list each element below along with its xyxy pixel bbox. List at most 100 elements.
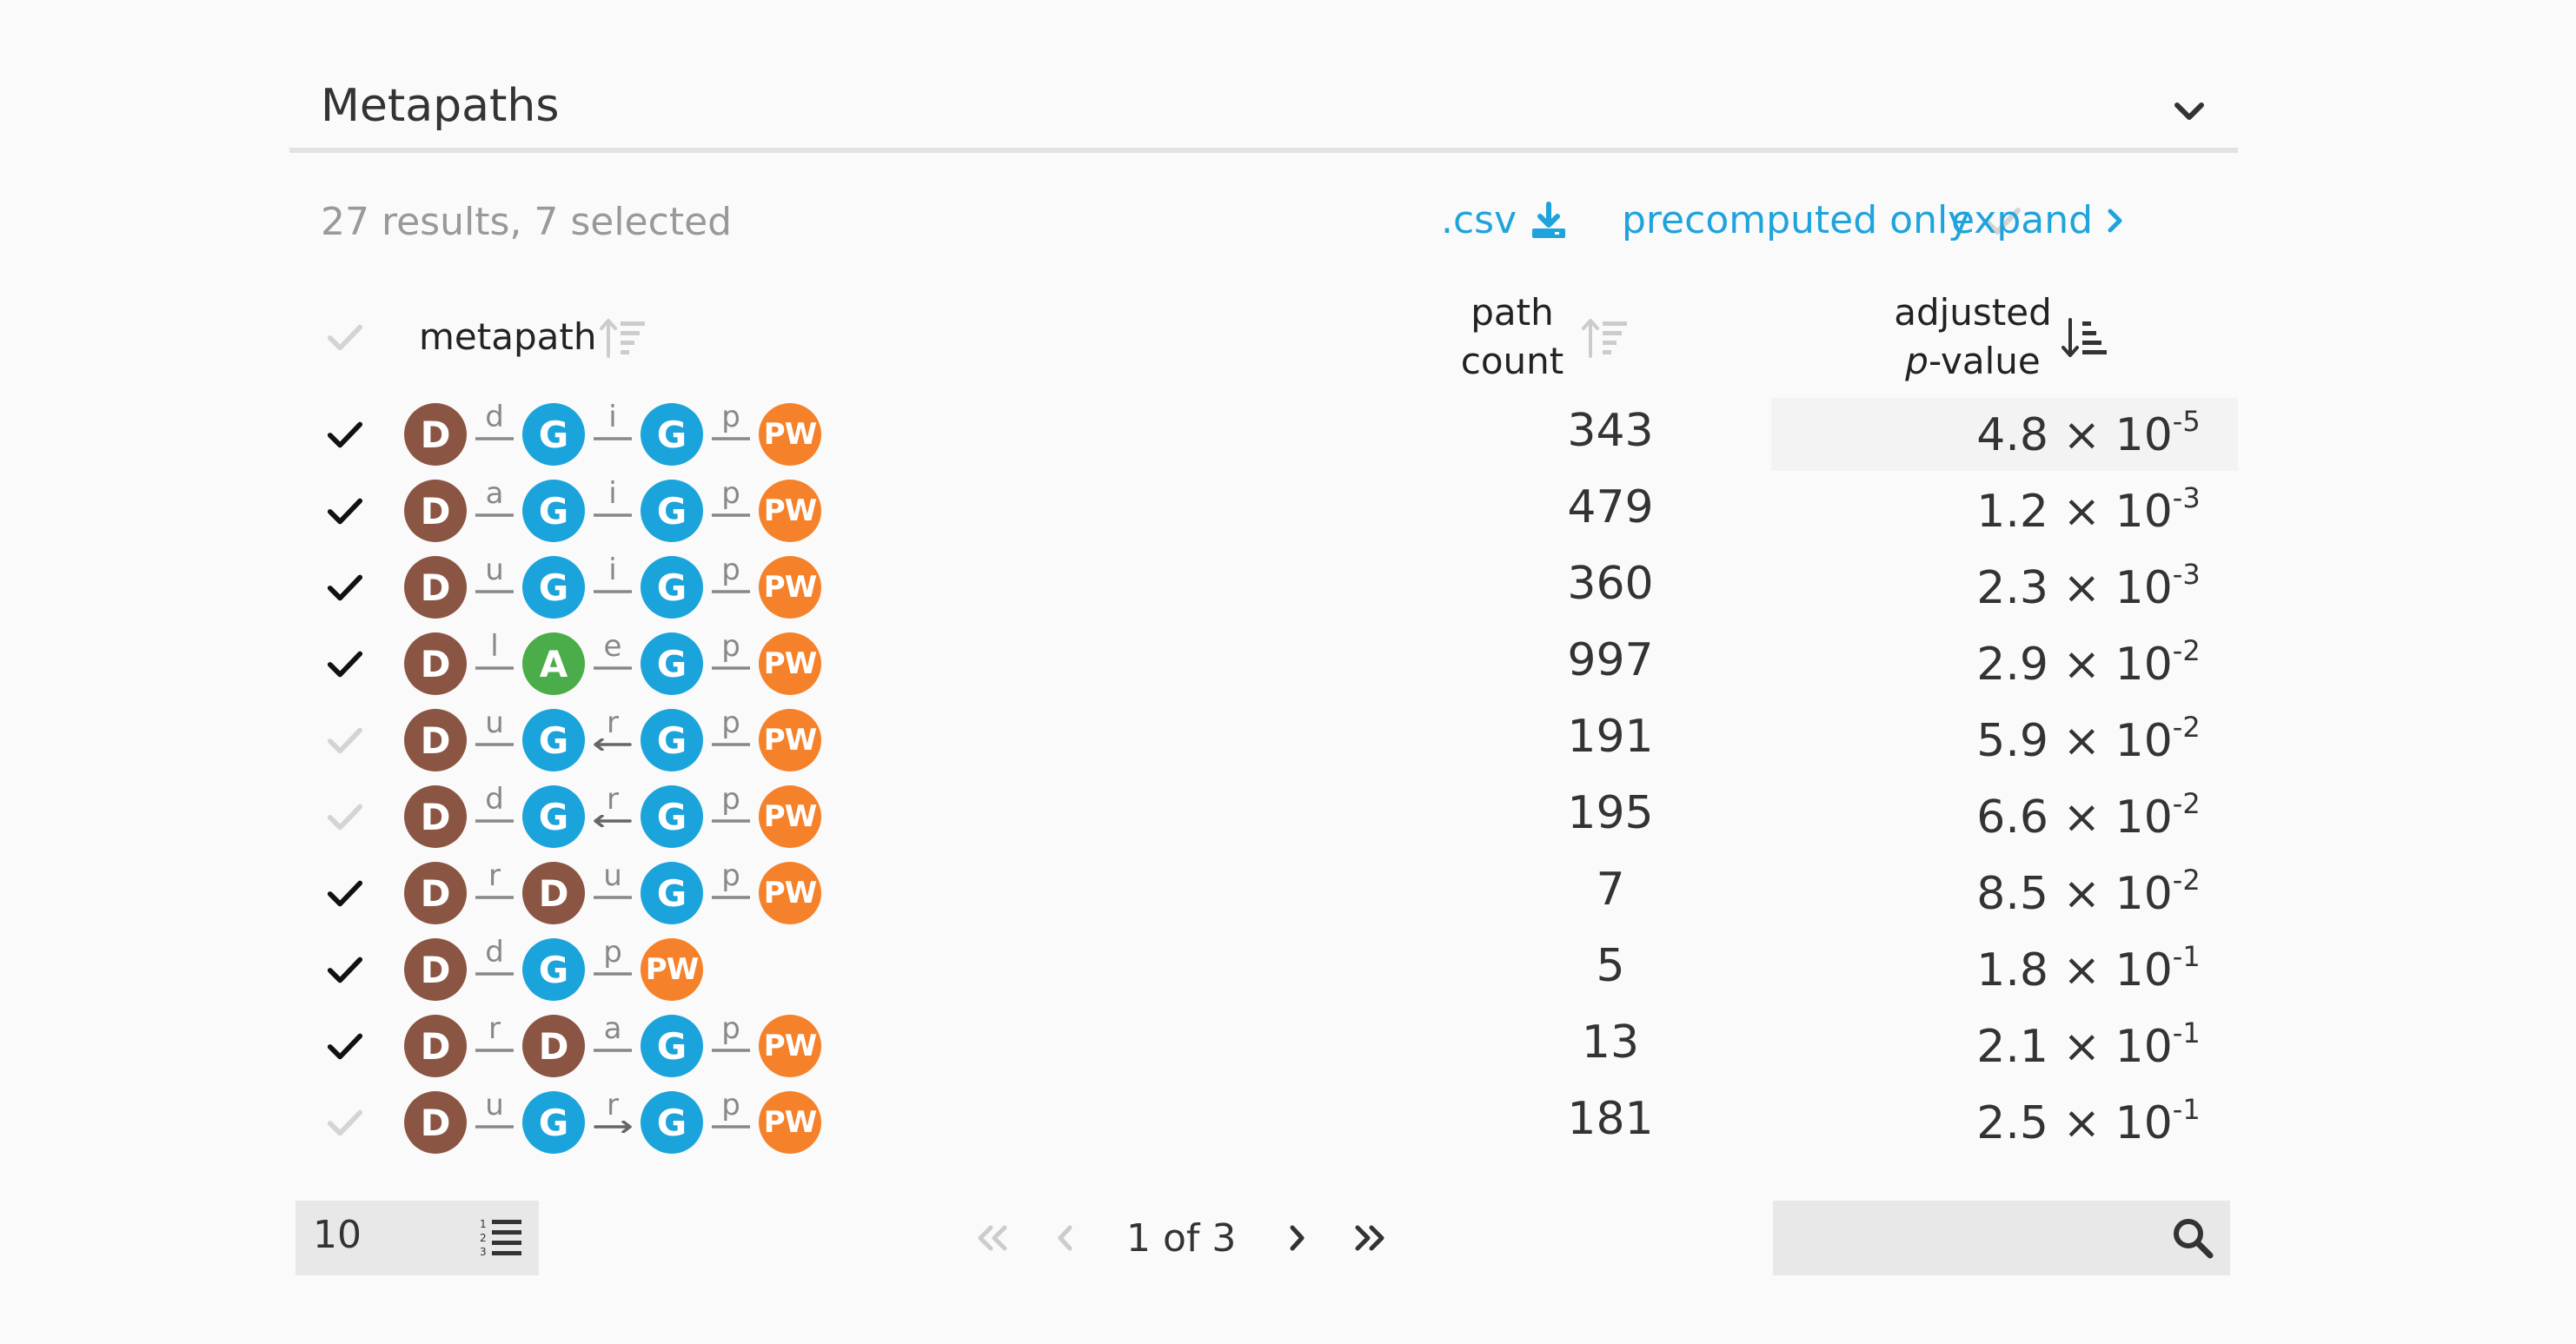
edge-line [475,590,514,593]
pagination: 1 of 3 [956,1208,1406,1268]
metanode-g: G [641,1015,703,1077]
metaedge: p [703,858,759,924]
row-select-check-icon[interactable] [326,570,364,605]
expand-label: expand [1951,198,2094,242]
arrow-left-icon [594,815,632,827]
column-header-metapath[interactable]: metapath [419,315,597,358]
column-header-path-count[interactable]: path count [1443,288,1582,386]
metaedge-label: d [485,400,504,434]
metaedge: d [467,400,522,466]
page-indicator: 1 of 3 [1126,1215,1237,1261]
row-highlight [1771,398,2238,471]
sort-icon[interactable] [1582,316,1630,360]
metanode-d: D [404,709,467,771]
csv-label: .csv [1441,198,1517,242]
row-select-check-icon[interactable] [326,493,364,528]
check-icon [1984,207,2022,235]
section-header[interactable]: Metapaths [289,70,2238,153]
metaedge-label: a [603,1011,622,1046]
toolbar: 27 results, 7 selected .csv precomputed … [289,193,2238,255]
path-count: 13 [1581,1016,1640,1069]
row-select-check-icon[interactable] [326,417,364,452]
double-chevron-left-icon [978,1225,1007,1251]
metanode-g: G [522,556,585,619]
sort-icon[interactable] [600,316,648,360]
row-select-check-icon[interactable] [326,1105,364,1140]
metanode-d: D [404,1091,467,1154]
metanode-g: G [641,403,703,466]
first-page-button[interactable] [956,1208,1029,1268]
edge-line [712,513,750,517]
row-select-check-icon[interactable] [326,723,364,758]
metaedge: p [703,1088,759,1154]
metaedge-label: p [721,1088,740,1122]
metaedge-label: p [603,935,622,970]
row-select-check-icon[interactable] [326,646,364,681]
next-page-button[interactable] [1260,1208,1333,1268]
chevron-down-icon[interactable] [2168,90,2210,132]
chevron-left-icon [1058,1225,1072,1251]
adjusted-pvalue: 2.5 × 10-1 [1889,1093,2288,1149]
numbered-list-icon: 1 2 3 [480,1218,521,1258]
column-header-adjusted-pvalue[interactable]: adjusted p-value [1869,288,2077,386]
metaedge-label: r [607,782,619,817]
path-count: 7 [1596,864,1625,916]
metaedge-label: p [721,629,740,664]
pvalue-header-italic: p [1905,340,1929,382]
metanode-d: D [404,862,467,924]
metaedge: r [467,858,522,924]
metaedge-label: p [721,400,740,434]
metaedge-label: p [721,553,740,587]
row-select-check-icon[interactable] [326,952,364,987]
page-size-value: 10 [313,1213,362,1257]
precomputed-only-toggle[interactable]: precomputed only [1622,198,2022,242]
metanode-pw: PW [759,709,821,771]
download-icon [1532,201,1566,238]
row-select-check-icon[interactable] [326,1029,364,1063]
search-icon[interactable] [2171,1216,2214,1260]
search-input[interactable] [1773,1201,2155,1275]
metaedge: u [585,858,641,924]
edge-line [594,590,632,593]
metaedge: p [703,1011,759,1077]
last-page-button[interactable] [1333,1208,1406,1268]
row-select-check-icon[interactable] [326,799,364,834]
row-select-check-icon[interactable] [326,876,364,910]
metanode-d: D [404,556,467,619]
sort-descending-icon[interactable] [2061,316,2110,360]
metanode-g: G [522,938,585,1001]
adjusted-pvalue: 6.6 × 10-2 [1889,787,2288,844]
edge-line [475,513,514,517]
edge-line [594,666,632,670]
edge-line [475,1125,514,1129]
path-count-header-line1: path [1471,291,1554,334]
metanode-g: G [522,480,585,542]
previous-page-button[interactable] [1029,1208,1102,1268]
metanode-g: G [641,862,703,924]
edge-line [475,819,514,823]
select-all-checkbox[interactable] [326,320,364,354]
edge-line [712,437,750,440]
svg-text:2: 2 [480,1232,487,1244]
pvalue-mantissa: 6.6 × 10 [1976,791,2173,844]
svg-text:3: 3 [480,1246,487,1258]
double-chevron-right-icon [1355,1225,1384,1251]
page-size-select[interactable]: 10 1 2 3 [295,1201,539,1275]
csv-download-button[interactable]: .csv [1441,198,1569,242]
edge-line [712,896,750,899]
metaedge-label: d [485,782,504,817]
edge-line [594,513,632,517]
expand-button[interactable]: expand [1951,198,2126,242]
path-count: 191 [1567,711,1654,763]
